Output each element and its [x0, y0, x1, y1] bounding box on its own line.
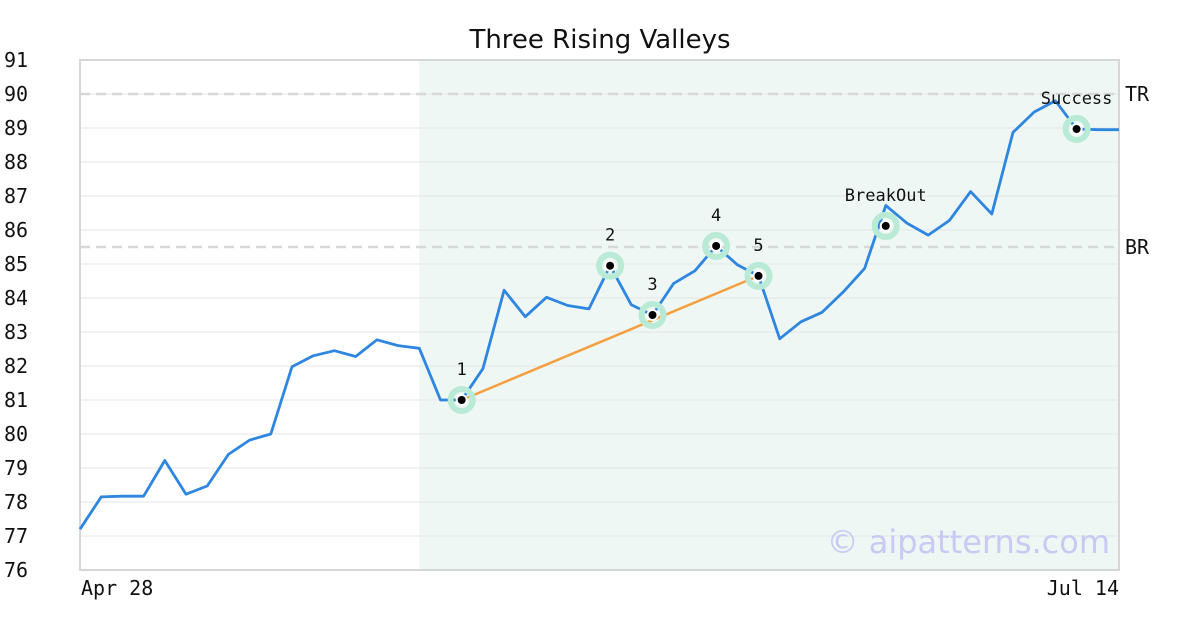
annotation-markers: 1 2 3 4 5 BreakOut Success	[447, 89, 1113, 414]
annotation-label: 3	[647, 275, 657, 295]
annotation-label: 4	[711, 206, 721, 226]
y-tick-label: 90	[4, 82, 28, 106]
y-tick-label: 79	[4, 456, 28, 480]
marker-dot	[712, 241, 721, 250]
marker-halo	[596, 251, 625, 280]
marker-dot	[457, 396, 466, 404]
series-group	[78, 99, 1119, 530]
y-tick-label: 81	[4, 388, 28, 412]
reference-line-label: TR	[1125, 82, 1150, 106]
reference-lines: TR BR	[80, 82, 1150, 259]
y-tick-label: 82	[4, 354, 28, 378]
annotation-label: BreakOut	[845, 186, 927, 206]
y-axis-ticks: 76 77 78 79 80 81 82 83 84 85 86 87 88 89 90 91	[4, 48, 28, 582]
y-tick-label: 78	[4, 490, 28, 514]
trendline	[461, 274, 760, 402]
watermark: © aipatterns.com	[827, 523, 1110, 561]
marker-dot	[754, 271, 763, 280]
x-tick-label: Apr 28	[81, 576, 153, 600]
marker-dot	[1072, 125, 1081, 134]
reference-line-label: BR	[1125, 235, 1150, 259]
plot-frame	[79, 59, 1120, 571]
y-tick-label: 76	[4, 558, 28, 582]
annotation-label: 1	[457, 360, 467, 380]
x-axis-ticks: Apr 28 Jul 14	[81, 576, 1119, 600]
y-tick-label: 80	[4, 422, 28, 446]
annotation-label: 5	[753, 236, 763, 256]
y-tick-label: 87	[4, 184, 28, 208]
y-tick-label: 89	[4, 116, 28, 140]
marker-halo	[1062, 115, 1091, 144]
y-tick-label: 85	[4, 252, 28, 276]
y-tick-label: 91	[4, 48, 28, 72]
y-tick-label: 88	[4, 150, 28, 174]
marker-halo	[871, 211, 900, 240]
marker-dot	[648, 311, 657, 319]
marker-dot	[606, 261, 615, 270]
x-tick-label: Jul 14	[1047, 576, 1119, 600]
y-tick-label: 84	[4, 286, 28, 310]
trendline-group	[461, 274, 760, 402]
marker-dot	[881, 221, 890, 230]
marker-halo	[702, 231, 731, 260]
annotation-label: Success	[1041, 89, 1113, 109]
y-tick-label: 83	[4, 320, 28, 344]
price-line	[78, 99, 1119, 530]
y-tick-label: 86	[4, 218, 28, 242]
highlight-region	[419, 60, 1119, 570]
marker-halo	[447, 386, 476, 414]
chart-title: Three Rising Valleys	[468, 25, 730, 55]
marker-halo	[638, 301, 667, 329]
annotation-label: 2	[605, 226, 615, 246]
y-tick-label: 77	[4, 524, 28, 548]
marker-halo	[744, 261, 773, 290]
